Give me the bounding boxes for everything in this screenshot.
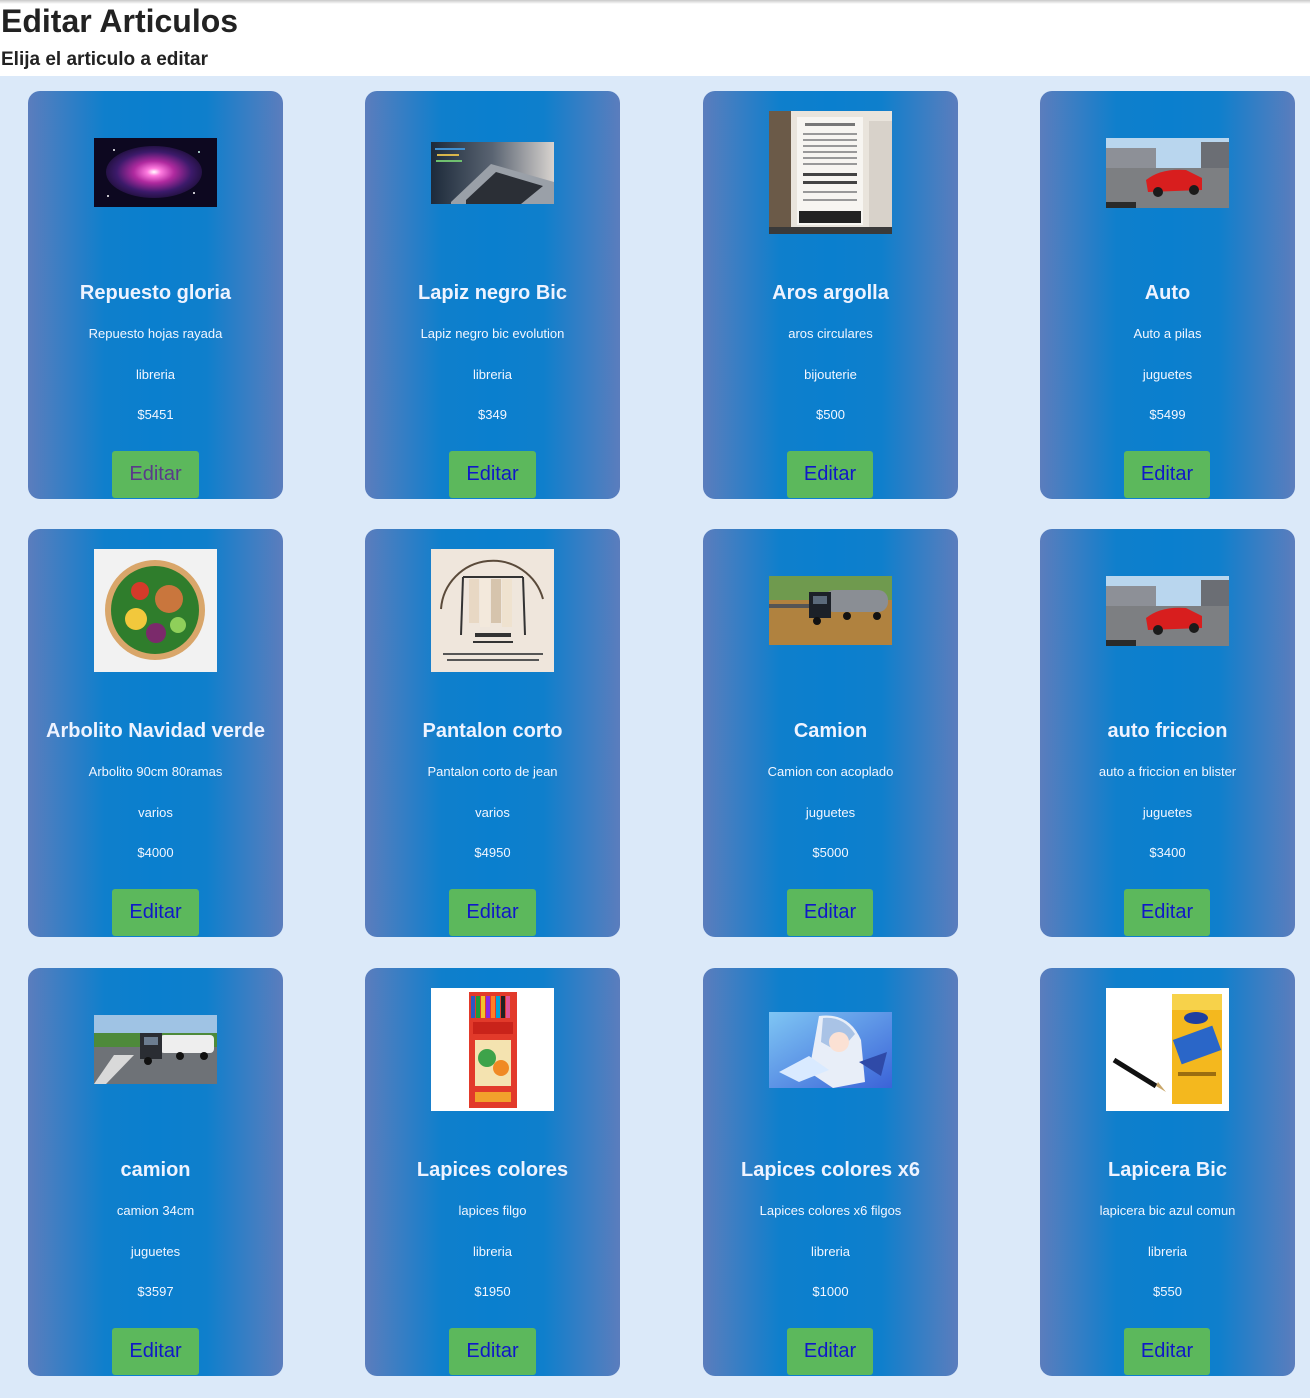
edit-button[interactable]: Editar — [1124, 889, 1210, 936]
article-price: $4950 — [474, 845, 511, 860]
page-title: Editar Articulos — [1, 3, 239, 39]
article-title: Aros argolla — [772, 282, 889, 304]
article-price: $3597 — [137, 1284, 174, 1299]
article-description: lapices filgo — [458, 1203, 527, 1218]
article-description: Lapices colores x6 filgos — [759, 1203, 902, 1218]
article-category: varios — [475, 805, 510, 820]
edit-button[interactable]: Editar — [112, 451, 199, 498]
article-category: varios — [138, 805, 173, 820]
article-price: $550 — [1153, 1284, 1182, 1299]
article-category: juguetes — [805, 805, 856, 820]
article-description: Pantalon corto de jean — [427, 764, 558, 779]
edit-button[interactable]: Editar — [1124, 1328, 1210, 1375]
article-card: Lapicera Bic lapicera bic azul comun lib… — [1040, 968, 1295, 1376]
article-image-red-car — [1106, 549, 1229, 672]
edit-button[interactable]: Editar — [787, 889, 873, 936]
article-title: Auto — [1144, 282, 1191, 304]
article-description: Arbolito 90cm 80ramas — [88, 764, 223, 779]
article-description: Lapiz negro bic evolution — [420, 326, 565, 341]
article-card: Auto Auto a pilas juguetes $5499 Editar — [1040, 91, 1295, 499]
edit-button[interactable]: Editar — [112, 1328, 199, 1375]
article-title: Lapicera Bic — [1108, 1159, 1227, 1181]
article-price: $1000 — [812, 1284, 849, 1299]
article-title: auto friccion — [1107, 720, 1228, 742]
article-card: Arbolito Navidad verde Arbolito 90cm 80r… — [28, 529, 283, 937]
article-description: camion 34cm — [116, 1203, 195, 1218]
article-image-galaxy — [94, 111, 217, 234]
edit-button[interactable]: Editar — [112, 889, 199, 936]
article-description: Auto a pilas — [1133, 326, 1202, 341]
article-card: Lapices colores x6 Lapices colores x6 fi… — [703, 968, 958, 1376]
article-price: $4000 — [137, 845, 174, 860]
article-image-filgo-pencils — [431, 988, 554, 1111]
article-price: $500 — [816, 407, 845, 422]
article-category: libreria — [472, 367, 512, 382]
article-price: $5451 — [137, 407, 174, 422]
edit-button[interactable]: Editar — [449, 889, 536, 936]
article-title: Lapices colores — [416, 1159, 569, 1181]
article-card: Lapices colores lapices filgo libreria $… — [365, 968, 620, 1376]
article-card: camion camion 34cm juguetes $3597 Editar — [28, 968, 283, 1376]
article-price: $3400 — [1149, 845, 1186, 860]
article-description: aros circulares — [788, 326, 873, 341]
article-card: Lapiz negro Bic Lapiz negro bic evolutio… — [365, 91, 620, 499]
article-title: Arbolito Navidad verde — [46, 720, 265, 742]
article-description: lapicera bic azul comun — [1099, 1203, 1236, 1218]
article-image-red-car — [1106, 111, 1229, 234]
article-image-anime-character — [769, 988, 892, 1111]
article-title: Camion — [793, 720, 868, 742]
article-category: libreria — [135, 367, 175, 382]
article-image-truck-tanker — [769, 549, 892, 672]
article-category: juguetes — [1142, 367, 1193, 382]
article-image-fashion-flyer — [769, 111, 892, 234]
article-category: juguetes — [1142, 805, 1193, 820]
article-price: $5499 — [1149, 407, 1186, 422]
edit-button[interactable]: Editar — [787, 451, 873, 498]
article-card: Pantalon corto Pantalon corto de jean va… — [365, 529, 620, 937]
article-title: Lapices colores x6 — [741, 1159, 920, 1181]
article-card: Repuesto gloria Repuesto hojas rayada li… — [28, 91, 283, 499]
article-category: libreria — [810, 1244, 850, 1259]
article-price: $1950 — [474, 1284, 511, 1299]
article-title: camion — [120, 1159, 191, 1181]
article-title: Pantalon corto — [422, 720, 563, 742]
article-category: bijouterie — [804, 367, 857, 382]
edit-button[interactable]: Editar — [449, 1328, 536, 1375]
articles-grid: Repuesto gloria Repuesto hojas rayada li… — [0, 76, 1310, 1398]
article-image-laptop — [431, 111, 554, 234]
top-shadow — [0, 0, 1310, 4]
edit-button[interactable]: Editar — [787, 1328, 873, 1375]
article-card: auto friccion auto a friccion en blister… — [1040, 529, 1295, 937]
article-description: Camion con acoplado — [767, 764, 894, 779]
edit-button[interactable]: Editar — [1124, 451, 1210, 498]
article-card: Camion Camion con acoplado juguetes $500… — [703, 529, 958, 937]
article-image-truck-road — [94, 988, 217, 1111]
article-category: libreria — [1147, 1244, 1187, 1259]
edit-button[interactable]: Editar — [449, 451, 536, 498]
article-category: juguetes — [130, 1244, 181, 1259]
article-image-bic-pen-box — [1106, 988, 1229, 1111]
article-image-salad-bowl — [94, 549, 217, 672]
article-category: libreria — [472, 1244, 512, 1259]
article-image-clothes-rack — [431, 549, 554, 672]
article-description: Repuesto hojas rayada — [88, 326, 223, 341]
article-title: Lapiz negro Bic — [418, 282, 567, 304]
article-card: Aros argolla aros circulares bijouterie … — [703, 91, 958, 499]
article-description: auto a friccion en blister — [1098, 764, 1237, 779]
article-title: Repuesto gloria — [79, 282, 232, 304]
page-subtitle: Elija el articulo a editar — [1, 49, 208, 70]
article-price: $5000 — [812, 845, 849, 860]
article-price: $349 — [478, 407, 507, 422]
